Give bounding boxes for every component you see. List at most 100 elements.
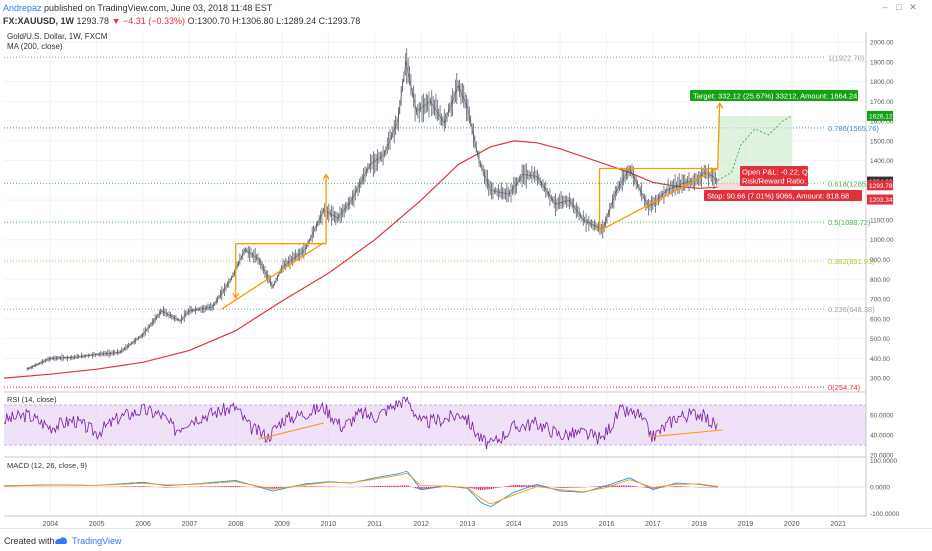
risk-reward-label: Risk/Reward Ratio: 3.66	[742, 177, 823, 186]
price-tag-box	[867, 110, 893, 121]
triangle-patterns	[221, 102, 793, 310]
x-tick-label: 2020	[784, 521, 800, 528]
price-tag-box	[867, 194, 893, 205]
y-tick-label: 700.00	[870, 297, 890, 304]
y-tick-label: 800.00	[870, 277, 890, 284]
x-tick-label: 2016	[599, 521, 615, 528]
ma-line	[3, 140, 718, 379]
open-pl-label: Open P&L: -0.22, Qty: 2	[742, 168, 822, 177]
publish-line: Andrepaz published on TradingView.com, J…	[3, 3, 272, 14]
ma-200-line	[3, 140, 718, 379]
rsi-band	[4, 405, 866, 445]
y-tick-label: 1400.00	[870, 158, 894, 165]
last-price: 1293.78	[76, 16, 110, 26]
fib-level-label: 0.786(1565.76)	[828, 124, 879, 133]
tradingview-link[interactable]: TradingView	[72, 536, 122, 546]
rsi-trendline	[648, 429, 723, 438]
price-bars	[26, 48, 718, 371]
signal-line	[4, 473, 718, 505]
y-tick-label: 1700.00	[870, 99, 894, 106]
rsi-tick-label: 40.0000	[870, 433, 894, 440]
price-tag-label: 1203.34	[869, 197, 893, 204]
x-tick-label: 2008	[228, 521, 244, 528]
fib-level-label: 0.5(1088.72)	[828, 218, 871, 227]
x-tick-label: 2013	[460, 521, 476, 528]
x-tick-label: 2009	[274, 521, 290, 528]
x-tick-label: 2011	[367, 521, 382, 528]
y-tick-label: 400.00	[870, 356, 890, 363]
triangle2-base	[599, 167, 719, 232]
rsi-tick-label: 60.0000	[870, 413, 894, 420]
macd-line	[4, 470, 718, 507]
chart-title: Gold/U.S. Dollar, 1W, FXCM	[7, 32, 108, 41]
stop-label-box	[704, 190, 862, 201]
y-tick-label: 1800.00	[870, 79, 894, 86]
x-tick-label: 2014	[506, 521, 522, 528]
x-tick-label: 2015	[552, 521, 568, 528]
x-tick-label: 2021	[830, 521, 846, 528]
y-tick-label: 600.00	[870, 316, 890, 323]
fib-level-label: 0.382(891.91)	[828, 257, 875, 266]
ma-indicator-label: MA (200, close)	[7, 42, 63, 51]
close-icon[interactable]: ✕	[909, 2, 917, 12]
y-tick-label: 1900.00	[870, 59, 894, 66]
price-tag-label: 1626.12	[869, 113, 893, 120]
price-tag-box	[867, 180, 893, 191]
rr-box	[740, 176, 808, 186]
fib-level-label: 0.618(1285.54)	[828, 179, 879, 188]
fib-retracement: 1(1922.70) 0.786(1565.76) 0.618(1285.54) 0.…	[4, 53, 879, 392]
macd-pane: MACD (12, 26, close, 9)	[3, 461, 866, 507]
rsi-line	[3, 396, 718, 450]
arrow-up-icon	[322, 173, 330, 180]
triangle2-breakout	[717, 103, 721, 169]
macd-title: MACD (12, 26, close, 9)	[7, 461, 88, 470]
created-with-text: Created with	[4, 536, 55, 546]
x-tick-label: 2012	[413, 521, 429, 528]
symbol: FX:XAUUSD, 1W	[3, 16, 75, 26]
ohlc: O:1300.70 H:1306.80 L:1289.24 C:1293.78	[187, 16, 361, 26]
arrow-down-icon	[232, 292, 240, 300]
x-tick-label: 2018	[691, 521, 707, 528]
rsi-tick-label: 20.0000	[870, 453, 894, 460]
author-link[interactable]: Andrepaz	[3, 3, 42, 13]
fib-level-label: 0(254.74)	[828, 383, 861, 392]
y-tick-label: 2000.00	[870, 40, 894, 47]
x-tick-label: 2006	[135, 521, 151, 528]
open-pl-box	[740, 166, 808, 177]
macd-tick-label: -100.0000	[870, 511, 900, 518]
footer: Created with TradingView	[0, 528, 932, 551]
projection-path	[717, 115, 793, 181]
triangle1-base	[221, 242, 325, 310]
y-tick-label: 900.00	[870, 257, 890, 264]
symbol-line: FX:XAUUSD, 1W 1293.78 ▼ −4.31 (−0.33%) O…	[3, 16, 360, 27]
price-close-line	[27, 61, 718, 370]
maximize-icon[interactable]: □	[896, 2, 902, 12]
publish-text: published on TradingView.com, June 03, 2…	[44, 3, 273, 13]
fib-level-label: 1(1922.70)	[828, 53, 865, 62]
price-tag-label: 1293.78	[869, 183, 893, 190]
y-tick-label: 500.00	[870, 336, 890, 343]
x-tick-label: 2019	[738, 521, 754, 528]
y-tick-label: 1500.00	[870, 138, 894, 145]
minimize-icon[interactable]: –	[882, 2, 888, 12]
axes: 2004 2005 2006 2007 2008 2009 2010 2011 2012 2013…	[4, 32, 900, 528]
y-tick-label: 1100.00	[870, 217, 893, 224]
y-tick-label: 300.00	[870, 376, 890, 383]
trade-zone	[717, 115, 792, 200]
price-change: ▼ −4.31 (−0.33%)	[111, 16, 186, 26]
x-tick-label: 2017	[645, 521, 661, 528]
stop-label: Stop: 90.66 (7.01%) 9066, Amount: 818.68	[707, 192, 849, 201]
x-tick-label: 2004	[43, 521, 59, 528]
x-tick-label: 2007	[182, 521, 198, 528]
fib-level-label: 0.236(648.38)	[828, 305, 875, 314]
header: Andrepaz published on TradingView.com, J…	[0, 0, 932, 32]
y-tick-label: 1000.00	[870, 237, 894, 244]
macd-tick-label: 0.0000	[870, 485, 890, 492]
x-tick-label: 2010	[321, 521, 337, 528]
x-tick-label: 2005	[89, 521, 105, 528]
macd-tick-label: 100.0000	[870, 458, 897, 465]
arrow-up-icon	[716, 102, 724, 109]
y-tick-label: 1600.00	[870, 119, 894, 126]
